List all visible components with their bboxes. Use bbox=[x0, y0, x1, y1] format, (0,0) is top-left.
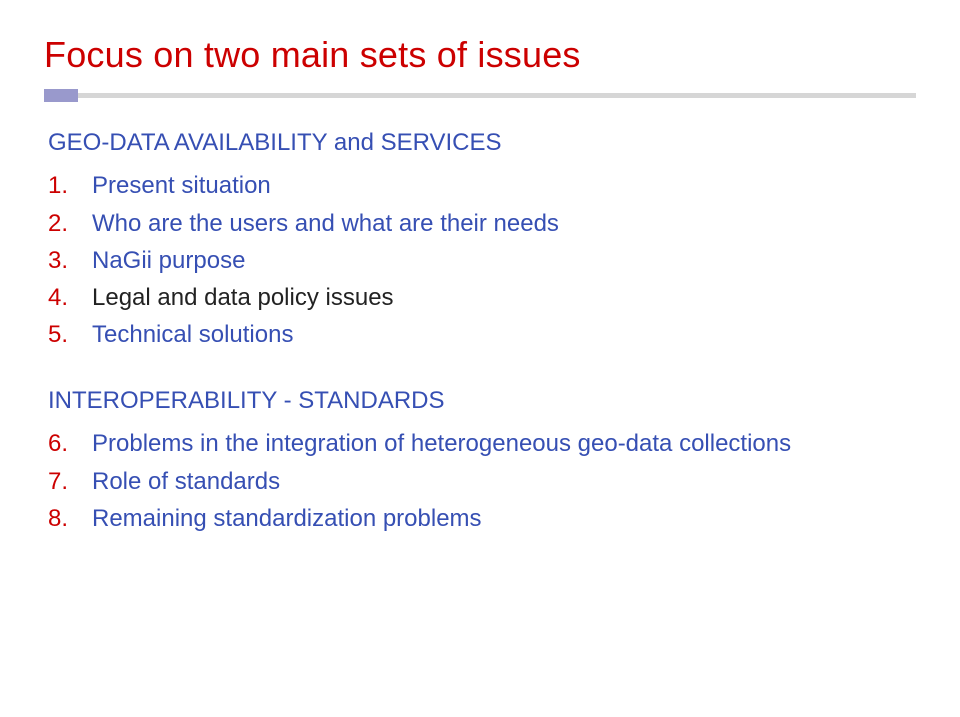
rule-bar bbox=[44, 93, 916, 98]
list-item: 4. Legal and data policy issues bbox=[48, 279, 916, 316]
item-text: Present situation bbox=[92, 167, 271, 204]
item-text: Technical solutions bbox=[92, 316, 293, 353]
list-item: 2. Who are the users and what are their … bbox=[48, 205, 916, 242]
list-item: 8. Remaining standardization problems bbox=[48, 500, 916, 537]
item-number: 4. bbox=[48, 279, 92, 316]
item-number: 1. bbox=[48, 167, 92, 204]
section-1-list: 1. Present situation 2. Who are the user… bbox=[48, 167, 916, 353]
section-2-label: INTEROPERABILITY - STANDARDS bbox=[48, 387, 916, 415]
section-gap bbox=[44, 353, 916, 387]
item-number: 5. bbox=[48, 316, 92, 353]
list-item: 3. NaGii purpose bbox=[48, 242, 916, 279]
item-text: Remaining standardization problems bbox=[92, 500, 482, 537]
item-number: 8. bbox=[48, 500, 92, 537]
section-2-list: 6. Problems in the integration of hetero… bbox=[48, 425, 916, 537]
item-number: 2. bbox=[48, 205, 92, 242]
page-title: Focus on two main sets of issues bbox=[44, 34, 916, 75]
item-number: 7. bbox=[48, 463, 92, 500]
item-text: Who are the users and what are their nee… bbox=[92, 205, 559, 242]
title-rule bbox=[44, 89, 916, 103]
item-text: Legal and data policy issues bbox=[92, 279, 394, 316]
item-number: 6. bbox=[48, 425, 92, 462]
section-1-label: GEO-DATA AVAILABILITY and SERVICES bbox=[48, 129, 916, 157]
item-number: 3. bbox=[48, 242, 92, 279]
item-text: Role of standards bbox=[92, 463, 280, 500]
list-item: 7. Role of standards bbox=[48, 463, 916, 500]
list-item: 1. Present situation bbox=[48, 167, 916, 204]
item-text: NaGii purpose bbox=[92, 242, 245, 279]
list-item: 6. Problems in the integration of hetero… bbox=[48, 425, 916, 462]
item-text: Problems in the integration of heterogen… bbox=[92, 425, 791, 462]
slide: Focus on two main sets of issues GEO-DAT… bbox=[0, 0, 960, 717]
rule-tick bbox=[44, 89, 78, 102]
list-item: 5. Technical solutions bbox=[48, 316, 916, 353]
